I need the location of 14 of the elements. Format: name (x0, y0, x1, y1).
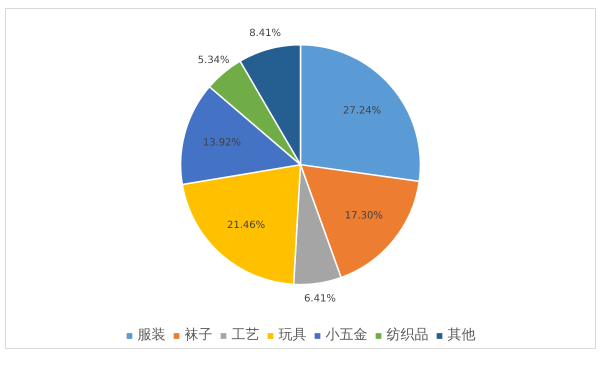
legend-label: 其他 (448, 326, 476, 344)
data-label: 5.34% (198, 54, 230, 66)
legend-label: 玩具 (278, 326, 306, 344)
legend-label: 工艺 (232, 326, 260, 344)
data-label: 13.92% (202, 137, 241, 148)
data-label: 27.24% (342, 106, 382, 117)
data-label: 6.41% (304, 294, 336, 305)
data-label: 17.30% (344, 210, 383, 222)
legend-label: 服装 (138, 326, 166, 344)
data-label: 8.41% (249, 28, 282, 40)
legend-label: 袜子 (184, 326, 212, 344)
legend-label: 纺织品 (386, 326, 428, 344)
legend-label: 小五金 (326, 326, 368, 344)
data-label: 21.46% (227, 220, 266, 232)
